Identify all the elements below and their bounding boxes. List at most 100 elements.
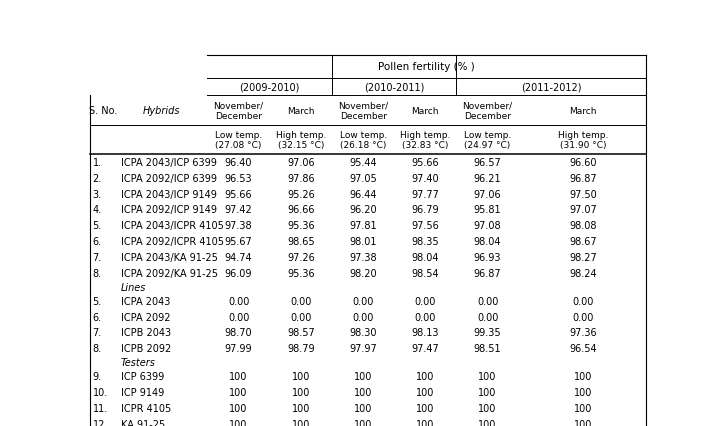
Text: 95.26: 95.26 [287, 189, 315, 199]
Text: 98.08: 98.08 [569, 221, 597, 230]
Text: ICPA 2092/KA 91-25: ICPA 2092/KA 91-25 [121, 268, 218, 278]
Text: November/
December: November/ December [213, 101, 264, 121]
Text: 6.: 6. [93, 312, 102, 322]
Text: ICPA 2092/ICP 6399: ICPA 2092/ICP 6399 [121, 173, 217, 183]
Text: ICPB 2043: ICPB 2043 [121, 328, 171, 337]
Text: 100: 100 [230, 371, 248, 382]
Text: 97.40: 97.40 [411, 173, 439, 183]
Text: ICPA 2043/ICP 9149: ICPA 2043/ICP 9149 [121, 189, 217, 199]
Text: 4.: 4. [93, 205, 102, 215]
Text: Testers: Testers [121, 357, 156, 367]
Text: 0.00: 0.00 [353, 312, 374, 322]
Text: 12.: 12. [93, 419, 108, 426]
Text: 97.86: 97.86 [287, 173, 315, 183]
Text: (2009-2010): (2009-2010) [239, 82, 299, 92]
Text: 96.54: 96.54 [569, 343, 597, 353]
Text: 7.: 7. [93, 328, 102, 337]
Text: 0.00: 0.00 [477, 312, 498, 322]
Text: ICPA 2043/KA 91-25: ICPA 2043/KA 91-25 [121, 252, 218, 262]
Text: 97.77: 97.77 [411, 189, 439, 199]
Text: 0.00: 0.00 [572, 296, 594, 306]
Text: ICPR 4105: ICPR 4105 [121, 403, 171, 413]
Text: 97.06: 97.06 [287, 158, 315, 168]
Text: ICPA 2092/ICPR 4105: ICPA 2092/ICPR 4105 [121, 236, 224, 246]
Text: 98.67: 98.67 [569, 236, 597, 246]
Text: 98.27: 98.27 [569, 252, 597, 262]
Text: 100: 100 [416, 419, 434, 426]
Text: 97.42: 97.42 [225, 205, 253, 215]
Text: 0.00: 0.00 [414, 296, 436, 306]
Text: 100: 100 [292, 387, 310, 397]
Text: ICPA 2092: ICPA 2092 [121, 312, 170, 322]
Text: 100: 100 [230, 387, 248, 397]
Text: 5.: 5. [93, 221, 102, 230]
Text: 0.00: 0.00 [228, 296, 249, 306]
Text: 100: 100 [292, 419, 310, 426]
Text: 98.01: 98.01 [350, 236, 377, 246]
Text: High temp.
(32.15 °C): High temp. (32.15 °C) [276, 131, 327, 150]
Text: 100: 100 [478, 403, 497, 413]
Text: (2011-2012): (2011-2012) [521, 82, 582, 92]
Text: 95.66: 95.66 [225, 189, 253, 199]
Text: March: March [411, 106, 439, 115]
Text: 97.08: 97.08 [474, 221, 501, 230]
Text: 100: 100 [574, 387, 592, 397]
Text: 3.: 3. [93, 189, 102, 199]
Text: 8.: 8. [93, 268, 102, 278]
Text: 9.: 9. [93, 371, 102, 382]
Text: 100: 100 [416, 371, 434, 382]
Text: Low temp.
(26.18 °C): Low temp. (26.18 °C) [340, 131, 387, 150]
Text: 100: 100 [230, 403, 248, 413]
Text: 98.04: 98.04 [411, 252, 439, 262]
Text: 96.66: 96.66 [287, 205, 315, 215]
Text: 1.: 1. [93, 158, 102, 168]
Text: 96.44: 96.44 [350, 189, 377, 199]
Text: 0.00: 0.00 [353, 296, 374, 306]
Text: 100: 100 [478, 419, 497, 426]
Text: 2.: 2. [93, 173, 102, 183]
Text: 97.50: 97.50 [569, 189, 597, 199]
Text: 98.57: 98.57 [287, 328, 315, 337]
Text: 11.: 11. [93, 403, 108, 413]
Text: 100: 100 [354, 419, 373, 426]
Text: Hybrids: Hybrids [143, 106, 180, 116]
Text: Low temp.
(24.97 °C): Low temp. (24.97 °C) [464, 131, 511, 150]
Text: 8.: 8. [93, 343, 102, 353]
Text: 96.93: 96.93 [474, 252, 501, 262]
Text: 100: 100 [292, 371, 310, 382]
Text: 98.65: 98.65 [287, 236, 315, 246]
Text: 96.60: 96.60 [569, 158, 597, 168]
Text: ICPA 2043/ICP 6399: ICPA 2043/ICP 6399 [121, 158, 217, 168]
Text: 100: 100 [292, 403, 310, 413]
Text: 97.38: 97.38 [350, 252, 377, 262]
Text: March: March [287, 106, 315, 115]
Text: ICP 6399: ICP 6399 [121, 371, 164, 382]
Text: 95.44: 95.44 [350, 158, 377, 168]
Text: 96.20: 96.20 [350, 205, 377, 215]
Text: 96.79: 96.79 [411, 205, 439, 215]
Text: 96.53: 96.53 [225, 173, 253, 183]
Text: 98.04: 98.04 [474, 236, 501, 246]
Text: 100: 100 [354, 403, 373, 413]
Text: 96.87: 96.87 [474, 268, 501, 278]
Text: 10.: 10. [93, 387, 108, 397]
Text: 96.87: 96.87 [569, 173, 597, 183]
Text: 97.97: 97.97 [350, 343, 377, 353]
Text: ICP 9149: ICP 9149 [121, 387, 164, 397]
Text: 95.81: 95.81 [474, 205, 501, 215]
Text: 0.00: 0.00 [291, 296, 312, 306]
Text: 0.00: 0.00 [228, 312, 249, 322]
Text: 97.36: 97.36 [569, 328, 597, 337]
Text: 100: 100 [478, 387, 497, 397]
Text: 96.40: 96.40 [225, 158, 252, 168]
Text: 95.66: 95.66 [411, 158, 439, 168]
Text: 0.00: 0.00 [414, 312, 436, 322]
Text: 97.81: 97.81 [350, 221, 377, 230]
Text: 0.00: 0.00 [291, 312, 312, 322]
Text: High temp.
(31.90 °C): High temp. (31.90 °C) [558, 131, 608, 150]
Text: 97.99: 97.99 [225, 343, 253, 353]
Text: 95.36: 95.36 [287, 268, 315, 278]
Text: 100: 100 [230, 419, 248, 426]
Text: 98.30: 98.30 [350, 328, 377, 337]
Text: 98.20: 98.20 [350, 268, 377, 278]
